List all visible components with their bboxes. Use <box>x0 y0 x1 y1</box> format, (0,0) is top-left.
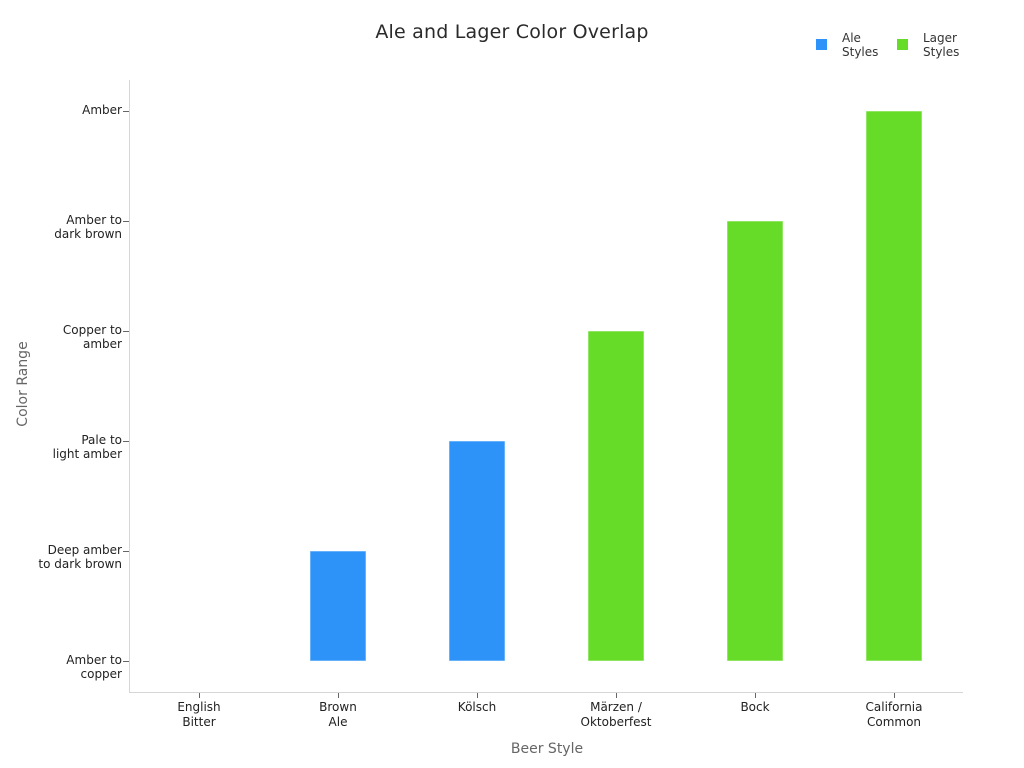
bar[interactable] <box>587 330 645 662</box>
legend-swatch-ale <box>816 39 827 50</box>
x-tick-label: English Bitter <box>177 700 221 729</box>
x-tick-label: Märzen / Oktoberfest <box>580 700 652 729</box>
bar[interactable] <box>865 110 923 662</box>
y-tick-label: Pale to light amber <box>52 433 122 461</box>
bars <box>309 110 923 662</box>
y-tick-label: Deep amber to dark brown <box>38 543 122 571</box>
x-tick-label: Kölsch <box>457 700 497 714</box>
chart-title: Ale and Lager Color Overlap <box>375 21 649 43</box>
legend: Ale Styles Lager Styles <box>816 31 978 59</box>
bar[interactable] <box>726 220 784 662</box>
x-tick-label: Brown Ale <box>319 700 357 729</box>
bar[interactable] <box>448 440 506 662</box>
y-ticks <box>123 111 129 662</box>
y-tick-label: Amber to dark brown <box>54 213 122 241</box>
legend-item-lager[interactable]: Lager Styles <box>897 31 978 59</box>
legend-swatch-lager <box>897 39 908 50</box>
y-tick-label: Copper to amber <box>62 323 122 351</box>
y-tick-label: Amber to copper <box>66 653 122 681</box>
legend-label-ale: Ale Styles <box>842 31 879 59</box>
x-axis-title: Beer Style <box>510 741 584 757</box>
legend-item-ale[interactable]: Ale Styles <box>816 31 897 59</box>
x-tick-label: Bock <box>740 700 770 714</box>
bar[interactable] <box>309 550 367 662</box>
x-tick-label: California Common <box>865 700 923 729</box>
legend-label-lager: Lager Styles <box>923 31 960 59</box>
x-ticks <box>199 693 895 698</box>
y-tick-label: Amber <box>82 103 122 117</box>
